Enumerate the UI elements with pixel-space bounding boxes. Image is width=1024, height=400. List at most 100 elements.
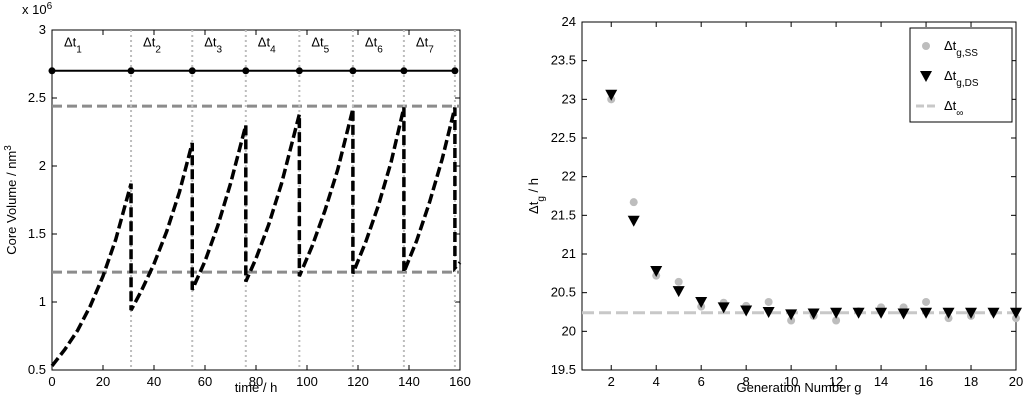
point	[695, 296, 708, 308]
y-axis-label-part: Core Volume / nm	[4, 151, 19, 255]
point	[832, 316, 841, 325]
y-multiplier: x 106	[22, 1, 53, 18]
legend-marker	[920, 71, 932, 82]
x-tick-label: 100	[296, 374, 318, 389]
point	[922, 297, 931, 306]
interval-label: Δt2	[143, 34, 161, 55]
interval-label-part: Δt	[416, 34, 429, 49]
y-tick-label: 21.5	[551, 207, 576, 222]
y-multiplier-part: 6	[47, 1, 53, 12]
point	[787, 316, 796, 325]
interval-label-part: 2	[155, 44, 161, 55]
point	[942, 307, 955, 319]
interval-label: Δt4	[258, 34, 276, 55]
division-dot	[349, 67, 357, 75]
division-dot	[242, 67, 250, 75]
y-tick-label: 24	[562, 14, 576, 29]
point	[875, 307, 888, 319]
point	[897, 308, 910, 320]
y-multiplier-part: x 10	[22, 2, 47, 17]
point	[717, 302, 730, 314]
point	[785, 309, 798, 321]
interval-label-part: 4	[270, 44, 276, 55]
legend-label: Δt∞	[944, 98, 963, 119]
y-axis-label-part: g	[536, 196, 547, 202]
y-tick-label: 1	[39, 294, 46, 309]
x-tick-label: 20	[96, 374, 110, 389]
y-tick-label: 1.5	[28, 226, 46, 241]
division-dot	[48, 67, 56, 75]
x-tick-label: 6	[698, 374, 705, 389]
point	[672, 286, 685, 298]
x-tick-label: 18	[964, 374, 978, 389]
x-tick-label: 160	[449, 374, 471, 389]
point	[629, 198, 638, 207]
interval-label-part: Δt	[204, 34, 217, 49]
division-dot	[188, 67, 196, 75]
x-tick-label: 40	[147, 374, 161, 389]
point	[605, 89, 618, 101]
interval-label-part: 3	[217, 44, 223, 55]
y-axis-label: Core Volume / nm3	[3, 145, 20, 255]
y-axis-label: Δtg / h	[526, 178, 547, 214]
interval-label: Δt1	[64, 34, 82, 55]
y-tick-label: 22	[562, 169, 576, 184]
point	[920, 307, 933, 319]
point	[807, 308, 820, 320]
point	[1010, 307, 1022, 319]
interval-label: Δt6	[365, 34, 383, 55]
interval-label-part: Δt	[143, 34, 156, 49]
point	[674, 277, 683, 286]
y-axis-label-part: 3	[3, 145, 14, 151]
point	[852, 307, 865, 319]
y-tick-label: 20	[562, 323, 576, 338]
curve	[50, 107, 462, 367]
y-tick-label: 21	[562, 246, 576, 261]
legend-label: Δtg,SS	[944, 38, 978, 59]
interval-label-part: Δt	[258, 34, 271, 49]
y-tick-label: 20.5	[551, 285, 576, 300]
legend-label-part: g,DS	[956, 78, 979, 89]
y-tick-label: 2	[39, 158, 46, 173]
y-axis-label-part: Δt	[526, 201, 541, 214]
legend-label-part: ∞	[956, 108, 963, 119]
interval-label: Δt5	[311, 34, 329, 55]
interval-label: Δt7	[416, 34, 434, 55]
y-tick-label: 2.5	[28, 90, 46, 105]
legend-label-part: Δt	[944, 38, 957, 53]
x-tick-label: 0	[48, 374, 55, 389]
interval-label-part: 7	[428, 44, 434, 55]
interval-label: Δt3	[204, 34, 222, 55]
legend-label: Δtg,DS	[944, 68, 979, 89]
y-tick-label: 23	[562, 91, 576, 106]
y-tick-label: 23.5	[551, 53, 576, 68]
x-tick-label: 16	[919, 374, 933, 389]
x-tick-label: 4	[653, 374, 660, 389]
x-tick-label: 20	[1009, 374, 1023, 389]
interval-label-part: Δt	[64, 34, 77, 49]
point	[965, 307, 978, 319]
plot-area	[51, 29, 461, 371]
division-dot	[400, 67, 408, 75]
x-tick-label: 10	[784, 374, 798, 389]
point	[740, 305, 753, 317]
division-dot	[295, 67, 303, 75]
x-tick-label: 14	[874, 374, 888, 389]
plot-area	[581, 21, 1017, 371]
legend-label-part: Δt	[944, 98, 957, 113]
x-tick-label: 120	[347, 374, 369, 389]
y-axis-label-part: / h	[526, 178, 541, 196]
point	[627, 215, 640, 227]
interval-label-part: Δt	[365, 34, 378, 49]
legend-marker	[922, 42, 930, 50]
division-dot	[451, 67, 459, 75]
x-tick-label: 140	[398, 374, 420, 389]
x-tick-label: 12	[829, 374, 843, 389]
division-dot	[127, 67, 135, 75]
x-axis-label: Generation Number g	[736, 380, 861, 395]
legend-label-part: Δt	[944, 68, 957, 83]
x-tick-label: 60	[198, 374, 212, 389]
x-tick-label: 80	[249, 374, 263, 389]
point	[987, 307, 1000, 319]
y-tick-label: 22.5	[551, 130, 576, 145]
